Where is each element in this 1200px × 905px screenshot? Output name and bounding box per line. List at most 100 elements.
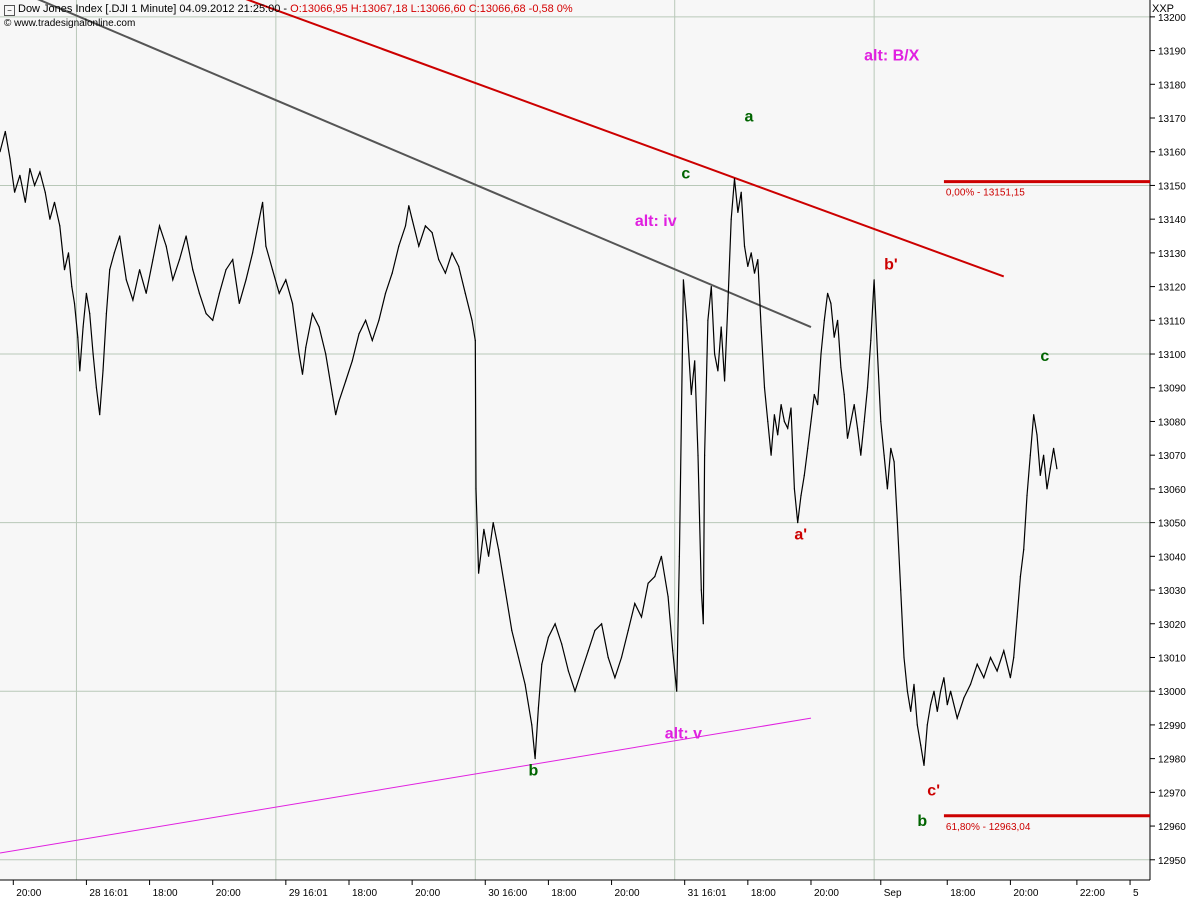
price-point <box>940 690 942 692</box>
price-point <box>152 259 154 261</box>
price-point <box>1009 677 1012 679</box>
price-point <box>365 319 367 321</box>
price-point <box>773 414 776 416</box>
price-point <box>424 225 426 227</box>
price-point <box>371 339 373 342</box>
price-point <box>77 336 79 338</box>
price-point <box>391 272 393 274</box>
price-point <box>956 717 958 719</box>
price-point <box>311 313 313 315</box>
price-point <box>700 589 702 591</box>
price-point <box>59 225 61 227</box>
price-point <box>1023 549 1025 551</box>
price-point <box>797 522 799 524</box>
y-tick-label: 13190 <box>1158 47 1186 58</box>
y-tick-label: 12980 <box>1158 755 1186 766</box>
price-point <box>843 393 845 396</box>
price-point <box>1046 488 1048 490</box>
price-point <box>833 336 835 338</box>
price-point <box>39 171 41 173</box>
price-point <box>803 474 805 476</box>
price-point <box>913 683 915 686</box>
price-point <box>933 690 935 692</box>
price-point <box>870 339 872 342</box>
wave-label: alt: v <box>665 725 702 742</box>
price-point <box>262 201 264 203</box>
price-point <box>810 420 812 423</box>
y-tick-label: 12950 <box>1158 856 1186 867</box>
price-point <box>863 420 865 423</box>
price-point <box>817 404 819 406</box>
y-tick-label: 13200 <box>1158 13 1186 24</box>
price-point <box>1056 468 1058 470</box>
y-tick-label: 13040 <box>1158 552 1186 563</box>
price-point <box>678 555 681 557</box>
header-line: − Dow Jones Index [.DJI 1 Minute] 04.09.2… <box>4 3 573 16</box>
price-point <box>165 245 167 247</box>
price-point <box>358 333 360 335</box>
price-point <box>291 302 294 304</box>
price-point <box>950 690 952 692</box>
x-tick-label: 29 16:01 <box>289 888 328 899</box>
price-point <box>1026 495 1028 497</box>
y-tick-label: 13150 <box>1158 181 1186 192</box>
y-tick-label: 13100 <box>1158 350 1186 361</box>
y-tick-label: 13030 <box>1158 586 1186 597</box>
unit-label: XXP <box>1152 3 1175 15</box>
wave-label: a <box>745 108 754 125</box>
price-point <box>1049 468 1051 470</box>
price-point <box>488 555 490 557</box>
price-point <box>783 420 786 423</box>
price-point <box>767 420 769 423</box>
price-point <box>714 353 716 355</box>
price-point <box>654 576 656 578</box>
price-point <box>906 690 909 692</box>
x-tick-label: 22:00 <box>1080 888 1105 899</box>
price-point <box>531 724 533 726</box>
price-point <box>930 704 932 706</box>
price-point <box>218 292 220 294</box>
price-point <box>820 353 822 355</box>
x-tick-label: 18:00 <box>950 888 975 899</box>
price-point <box>212 319 214 321</box>
price-point <box>378 319 380 321</box>
price-point <box>753 272 756 274</box>
price-point <box>627 629 629 632</box>
price-point <box>464 292 466 294</box>
price-point <box>667 596 669 598</box>
price-point <box>969 683 972 686</box>
wave-label: alt: B/X <box>864 48 919 65</box>
price-point <box>896 522 899 524</box>
price-point <box>614 677 616 679</box>
price-point <box>278 292 280 294</box>
price-point <box>634 602 636 605</box>
x-tick-label: 31 16:01 <box>688 888 727 899</box>
price-point <box>601 623 603 625</box>
price-point <box>903 656 905 659</box>
price-point <box>837 319 839 321</box>
price-point <box>823 319 825 321</box>
price-point <box>672 650 674 652</box>
price-point <box>750 252 752 254</box>
price-point <box>747 265 749 267</box>
collapse-icon[interactable]: − <box>4 5 15 16</box>
price-point <box>567 670 570 672</box>
price-point <box>335 414 337 416</box>
price-point <box>53 201 56 203</box>
y-tick-label: 13050 <box>1158 519 1186 530</box>
price-point <box>743 245 746 247</box>
x-tick-label: 28 16:01 <box>89 888 128 899</box>
price-point <box>620 656 623 659</box>
copyright-label: © www.tradesignalonline.com <box>4 18 136 29</box>
price-point <box>305 346 307 348</box>
y-tick-label: 13110 <box>1158 316 1186 327</box>
price-point <box>238 302 240 304</box>
x-tick-label: 18:00 <box>751 888 776 899</box>
price-point <box>475 488 477 490</box>
price-point <box>640 616 643 618</box>
price-point <box>830 302 832 304</box>
wave-label: alt: iv <box>635 213 677 230</box>
price-point <box>989 656 992 659</box>
price-point <box>478 572 480 574</box>
y-tick-label: 13000 <box>1158 687 1186 698</box>
